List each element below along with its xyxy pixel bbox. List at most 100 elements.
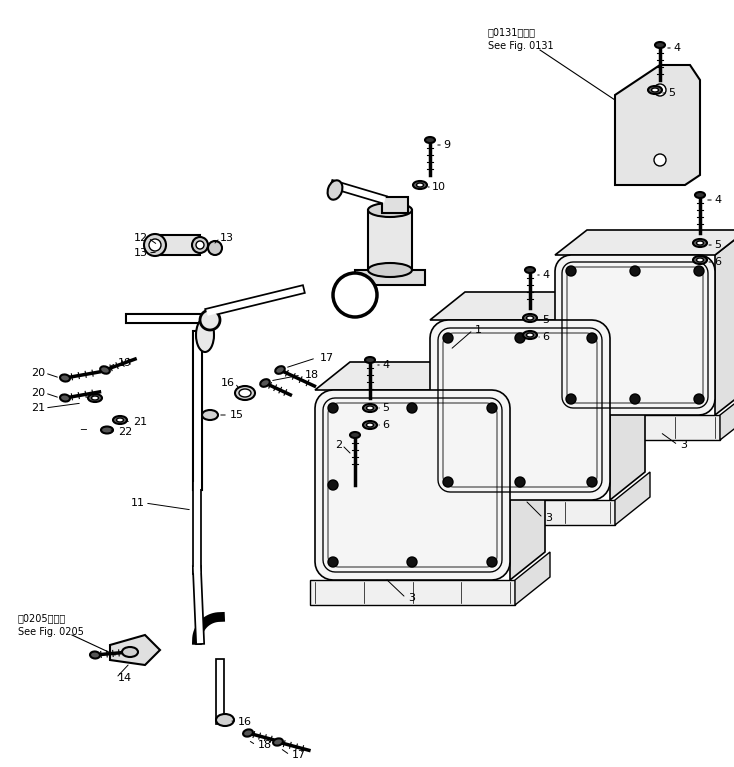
Text: See Fig. 0205: See Fig. 0205 <box>18 627 84 637</box>
Ellipse shape <box>416 183 424 187</box>
Polygon shape <box>510 362 545 580</box>
Circle shape <box>328 557 338 567</box>
Ellipse shape <box>697 258 703 262</box>
Ellipse shape <box>243 729 253 736</box>
Text: 17: 17 <box>320 353 334 363</box>
Text: 4: 4 <box>542 270 549 280</box>
Ellipse shape <box>192 237 208 253</box>
Ellipse shape <box>365 357 375 363</box>
Polygon shape <box>315 390 510 580</box>
Polygon shape <box>425 500 615 525</box>
Text: 10: 10 <box>432 182 446 192</box>
Ellipse shape <box>149 239 161 251</box>
Text: 16: 16 <box>238 717 252 727</box>
Polygon shape <box>430 320 610 500</box>
Text: 5: 5 <box>382 403 389 413</box>
Circle shape <box>487 557 497 567</box>
Ellipse shape <box>526 316 534 320</box>
Polygon shape <box>355 270 425 285</box>
Ellipse shape <box>88 394 102 402</box>
Ellipse shape <box>363 421 377 429</box>
Circle shape <box>515 333 525 343</box>
Ellipse shape <box>366 423 374 427</box>
Ellipse shape <box>273 739 283 746</box>
Ellipse shape <box>697 241 703 245</box>
Polygon shape <box>720 390 734 440</box>
Circle shape <box>654 154 666 166</box>
Ellipse shape <box>413 181 427 189</box>
Ellipse shape <box>100 367 110 374</box>
Text: 18: 18 <box>305 370 319 380</box>
Polygon shape <box>615 472 650 525</box>
Polygon shape <box>715 230 734 415</box>
Polygon shape <box>610 292 645 500</box>
Ellipse shape <box>275 366 285 374</box>
Ellipse shape <box>200 310 220 330</box>
Circle shape <box>443 477 453 487</box>
Ellipse shape <box>117 418 123 422</box>
Ellipse shape <box>196 318 214 352</box>
Polygon shape <box>550 415 720 440</box>
Circle shape <box>443 333 453 343</box>
Ellipse shape <box>693 239 707 247</box>
Ellipse shape <box>113 416 127 424</box>
Ellipse shape <box>90 651 100 659</box>
Circle shape <box>630 266 640 276</box>
Text: 17: 17 <box>292 750 306 760</box>
Ellipse shape <box>60 374 70 381</box>
Text: 5: 5 <box>668 88 675 98</box>
Ellipse shape <box>648 86 662 94</box>
Polygon shape <box>615 65 700 185</box>
Polygon shape <box>382 197 408 213</box>
Text: 第0205図参照: 第0205図参照 <box>18 613 66 623</box>
Ellipse shape <box>366 406 374 410</box>
Text: 5: 5 <box>542 315 549 325</box>
Ellipse shape <box>525 267 535 273</box>
Ellipse shape <box>235 386 255 400</box>
Ellipse shape <box>261 379 270 387</box>
Text: 5: 5 <box>714 240 721 250</box>
Ellipse shape <box>144 234 166 256</box>
Text: 22: 22 <box>118 427 132 437</box>
Polygon shape <box>555 255 715 415</box>
Circle shape <box>630 394 640 404</box>
Circle shape <box>654 84 666 96</box>
Ellipse shape <box>208 241 222 255</box>
Circle shape <box>566 394 576 404</box>
Circle shape <box>587 333 597 343</box>
Text: 4: 4 <box>382 360 389 370</box>
Text: 16: 16 <box>221 378 235 388</box>
Polygon shape <box>110 635 160 665</box>
Ellipse shape <box>196 241 204 249</box>
Ellipse shape <box>101 426 113 433</box>
Polygon shape <box>310 580 515 605</box>
Text: 4: 4 <box>673 43 680 53</box>
Circle shape <box>333 273 377 317</box>
Text: 20: 20 <box>31 368 45 378</box>
Ellipse shape <box>523 314 537 322</box>
Circle shape <box>515 477 525 487</box>
Ellipse shape <box>60 394 70 402</box>
Text: 3: 3 <box>408 593 415 603</box>
Text: 21: 21 <box>31 403 45 413</box>
Circle shape <box>487 403 497 413</box>
Circle shape <box>328 480 338 490</box>
Text: 6: 6 <box>382 420 389 430</box>
Circle shape <box>328 403 338 413</box>
Circle shape <box>407 403 417 413</box>
Ellipse shape <box>695 192 705 198</box>
Ellipse shape <box>92 396 98 400</box>
Ellipse shape <box>526 333 534 337</box>
Text: See Fig. 0131: See Fig. 0131 <box>488 41 553 51</box>
Text: 20: 20 <box>31 388 45 398</box>
Circle shape <box>407 557 417 567</box>
Circle shape <box>694 266 704 276</box>
Ellipse shape <box>363 404 377 412</box>
Text: 2: 2 <box>335 440 342 450</box>
Ellipse shape <box>216 714 234 726</box>
Text: 4: 4 <box>714 195 721 205</box>
Ellipse shape <box>655 42 665 48</box>
Polygon shape <box>555 230 734 255</box>
Polygon shape <box>155 235 200 255</box>
Text: 18: 18 <box>258 740 272 750</box>
